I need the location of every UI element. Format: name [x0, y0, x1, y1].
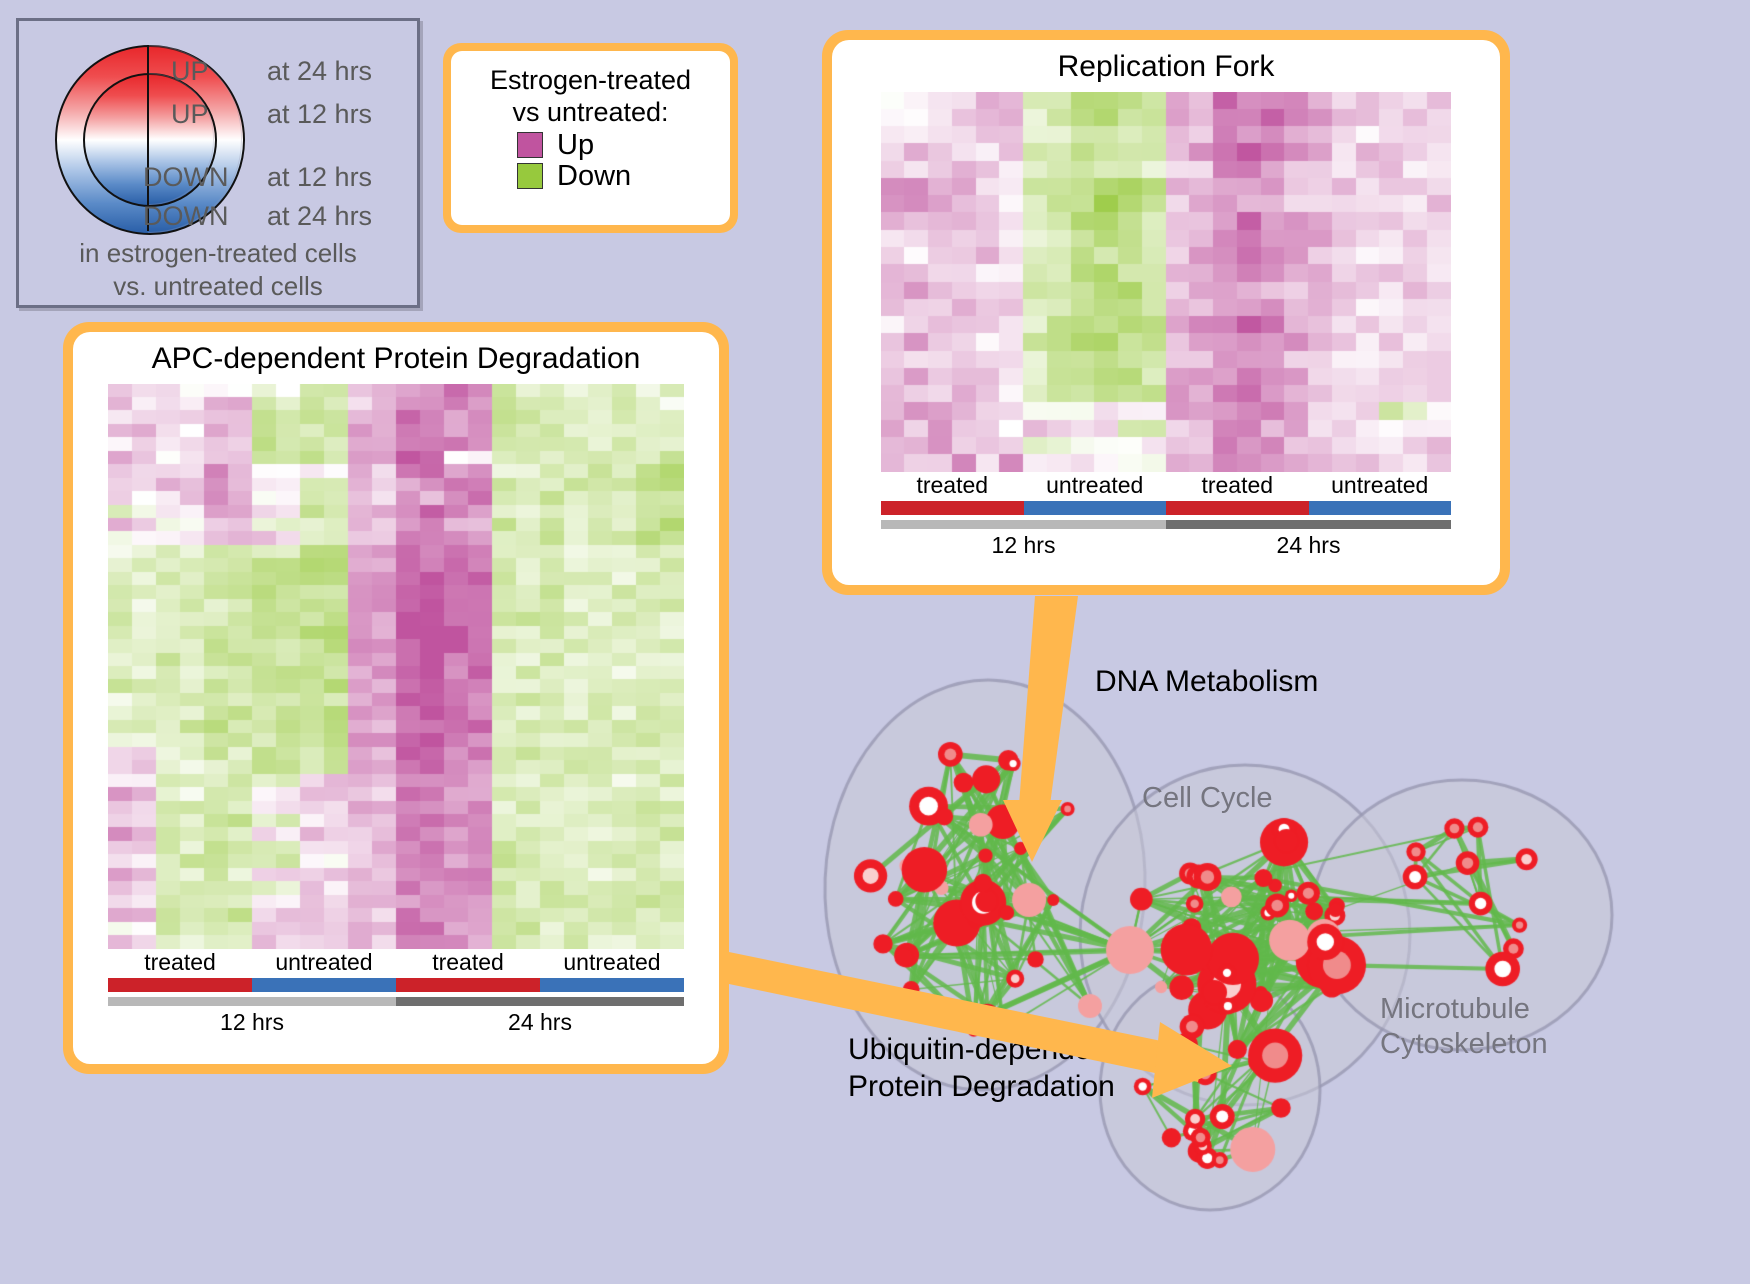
- legend-swatch-up: [517, 132, 543, 159]
- legend-entry-down: Down: [517, 159, 720, 192]
- heatmap-rf-time-bar: [881, 520, 1451, 529]
- apc-group-label-3: untreated: [563, 949, 661, 975]
- rf-time-label-12: 12 hrs: [991, 532, 1056, 558]
- apc-bar-12hrs: [108, 997, 396, 1006]
- legend-inner-panel: Estrogen-treated vs untreated: Up Down: [451, 51, 730, 225]
- concentric-ring-key: [43, 35, 245, 235]
- heatmap-rf-group-labels: treated untreated treated untreated: [881, 472, 1451, 499]
- apc-group-label-2: treated: [432, 949, 504, 975]
- key-caption-line1: in estrogen-treated cells: [79, 238, 357, 268]
- heatmap-rf-treatment-bar: [881, 501, 1451, 515]
- legend-title-line2: vs untreated:: [512, 96, 669, 127]
- heatmap-apc-time-bar: [108, 997, 684, 1006]
- key-time-down-12: at 12 hrs: [267, 162, 373, 192]
- legend-label-down: Down: [557, 159, 632, 192]
- rf-group-label-3: untreated: [1331, 472, 1429, 498]
- cluster-label-ubiquitin-degradation: Ubiquitin-dependent Protein Degradation: [848, 1032, 1117, 1105]
- panel-replication-fork: Replication Fork treated untreated treat…: [822, 30, 1510, 595]
- network-canvas: [790, 610, 1750, 1279]
- rf-group-label-0: treated: [916, 472, 989, 498]
- color-key-box: UP at 24 hrs UP at 12 hrs DOWN at 12 hrs…: [16, 18, 420, 308]
- pathway-network-diagram: DNA Metabolism Cell Cycle Microtubule Cy…: [790, 610, 1750, 1279]
- apc-group-label-1: untreated: [275, 949, 373, 975]
- cluster-label-cell-cycle: Cell Cycle: [1142, 782, 1273, 814]
- color-key-caption: in estrogen-treated cells vs. untreated …: [19, 237, 417, 304]
- legend-swatch-down: [517, 163, 543, 190]
- rf-bar-treated-24: [1166, 501, 1309, 515]
- mt-label-line2: Cytoskeleton: [1380, 1028, 1548, 1061]
- heatmap-apc-group-labels: treated untreated treated untreated: [108, 949, 684, 976]
- rf-bar-untreated-12: [1023, 501, 1166, 515]
- key-time-down-24: at 24 hrs: [267, 201, 373, 231]
- apc-group-label-0: treated: [144, 949, 216, 975]
- heatmap-replication-fork: [881, 92, 1451, 472]
- rf-group-label-1: untreated: [1046, 472, 1144, 498]
- rf-time-label-24: 24 hrs: [1276, 532, 1341, 558]
- ub-label-line1: Ubiquitin-dependent: [848, 1033, 1117, 1066]
- heatmap-apc-wrap: treated untreated treated untreated 12 h: [108, 384, 684, 1036]
- ring-divider-line: [147, 45, 149, 231]
- heatmap-apc-treatment-bar: [108, 978, 684, 992]
- key-caption-line2: vs. untreated cells: [113, 271, 323, 302]
- rf-group-label-2: treated: [1201, 472, 1274, 498]
- legend-label-up: Up: [557, 128, 595, 161]
- ub-label-line2: Protein Degradation: [848, 1069, 1115, 1103]
- apc-bar-untreated-12: [252, 978, 396, 992]
- key-term-down-12: DOWN: [143, 162, 229, 192]
- rf-bar-24hrs: [1166, 520, 1451, 529]
- legend-title: Estrogen-treated vs untreated:: [461, 65, 720, 129]
- cluster-label-dna-metabolism: DNA Metabolism: [1095, 665, 1319, 698]
- apc-bar-24hrs: [396, 997, 684, 1006]
- rf-bar-treated-12: [881, 501, 1024, 515]
- panel-title-apc-degradation: APC-dependent Protein Degradation: [151, 342, 641, 375]
- apc-bar-treated-24: [396, 978, 540, 992]
- legend-title-line1: Estrogen-treated: [489, 65, 692, 95]
- apc-bar-treated-12: [108, 978, 252, 992]
- rf-bar-12hrs: [881, 520, 1166, 529]
- apc-bar-untreated-24: [540, 978, 684, 992]
- cluster-label-microtubule-cytoskeleton: Microtubule Cytoskeleton: [1380, 992, 1548, 1063]
- heatmap-rf-time-labels: 12 hrs 24 hrs: [881, 532, 1451, 559]
- panel-apc-degradation-inner: APC-dependent Protein Degradation treate…: [73, 332, 719, 1064]
- apc-time-label-24: 24 hrs: [508, 1009, 572, 1035]
- apc-time-label-12: 12 hrs: [220, 1009, 284, 1035]
- heatmap-apc-degradation: [108, 384, 684, 949]
- key-time-up-24: at 24 hrs: [267, 56, 373, 86]
- legend-entry-up: Up: [517, 128, 720, 161]
- mt-label-line1: Microtubule: [1380, 993, 1530, 1025]
- panel-apc-degradation: APC-dependent Protein Degradation treate…: [63, 322, 729, 1074]
- key-time-up-12: at 12 hrs: [267, 99, 373, 129]
- key-term-up-12: UP: [171, 99, 209, 129]
- heatmap-replication-fork-wrap: treated untreated treated untreated 12 h: [881, 92, 1451, 559]
- updown-legend-box: Estrogen-treated vs untreated: Up Down: [443, 43, 738, 233]
- heatmap-apc-time-labels: 12 hrs 24 hrs: [108, 1009, 684, 1036]
- rf-bar-untreated-24: [1308, 501, 1451, 515]
- panel-replication-fork-inner: Replication Fork treated untreated treat…: [832, 40, 1500, 585]
- key-term-down-24: DOWN: [143, 201, 229, 231]
- key-term-up-24: UP: [171, 56, 209, 86]
- panel-title-replication-fork: Replication Fork: [1057, 50, 1275, 83]
